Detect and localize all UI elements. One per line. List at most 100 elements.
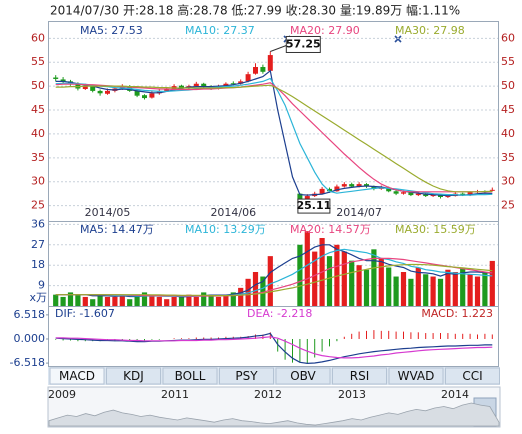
x-tick-label: 2014/07 <box>336 206 382 219</box>
tab[interactable] <box>162 367 218 385</box>
legend-entry: MA5: 27.53 <box>80 24 143 37</box>
candle-body <box>334 186 340 192</box>
y-tick-label-right: 50 <box>501 79 515 92</box>
volume-bar <box>334 244 340 306</box>
candle-body <box>142 95 147 99</box>
volume-bar <box>378 258 384 306</box>
candle-body <box>119 86 125 89</box>
volume-bar <box>341 251 347 306</box>
volume-bar <box>408 278 414 306</box>
tab[interactable] <box>106 367 161 385</box>
candle-body <box>82 86 88 89</box>
navigator-year: 2012 <box>254 388 282 401</box>
ma-line <box>55 244 493 298</box>
volume-bar <box>460 267 466 306</box>
y-tick-label: 18 <box>31 258 45 271</box>
volume-bar <box>267 256 273 306</box>
tab-label[interactable]: KDJ <box>123 369 144 383</box>
tab-label[interactable]: PSY <box>235 369 258 383</box>
candle-body <box>393 191 399 194</box>
volume-bar <box>415 267 421 306</box>
candle-body <box>319 188 325 194</box>
volume-bar <box>215 296 222 306</box>
volume-bar <box>164 299 170 306</box>
volume-bar <box>149 294 155 306</box>
tab[interactable] <box>275 367 331 385</box>
volume-bar <box>156 296 162 306</box>
annotation-box <box>285 35 321 53</box>
legend-entry: MA30: 15.59万 <box>395 223 476 236</box>
volume-bar <box>230 292 236 306</box>
volume-bar <box>67 292 74 306</box>
tab[interactable] <box>388 367 444 385</box>
volume-bar <box>349 260 355 306</box>
tab-label[interactable]: WVAD <box>398 369 435 383</box>
candle-body <box>260 67 266 72</box>
candle-body <box>97 90 103 94</box>
candle-body <box>341 184 347 187</box>
tab-label[interactable]: OBV <box>290 369 316 383</box>
volume-bar <box>297 244 303 306</box>
candle-body <box>327 188 332 192</box>
tab[interactable] <box>219 367 274 385</box>
candle-body <box>438 194 443 198</box>
candle-body <box>297 193 303 200</box>
volume-bar <box>356 265 362 306</box>
volume-bar <box>238 287 244 306</box>
candle-body <box>267 55 273 71</box>
volume-bar <box>127 299 133 306</box>
candle-body <box>90 85 96 91</box>
unit-label: x万 <box>29 291 47 304</box>
volume-bar <box>393 276 399 306</box>
candle-body <box>423 193 429 197</box>
annotation: 25.11 <box>297 199 332 212</box>
volume-bar <box>423 274 429 306</box>
navigator-area <box>48 402 500 427</box>
volume-bar <box>97 294 103 306</box>
tab-label[interactable]: BOLL <box>175 369 206 383</box>
ma-line <box>55 84 493 193</box>
candle-body <box>445 196 451 198</box>
candle-body <box>245 74 251 82</box>
candle-body <box>349 184 355 187</box>
y-tick-label-right: 45 <box>501 103 515 116</box>
volume-bar <box>304 231 310 306</box>
tab[interactable] <box>332 367 387 385</box>
navigator-year: 2013 <box>338 388 366 401</box>
candle-body <box>253 67 258 74</box>
legend-entry: MA10: 13.29万 <box>185 223 266 236</box>
volume-bar <box>208 294 214 306</box>
annotation-leader <box>270 45 287 52</box>
legend-entry: MA30: 27.98 <box>395 24 465 37</box>
candle-body <box>415 193 421 196</box>
volume-bar <box>445 269 451 306</box>
y-tick-label: 36 <box>31 217 45 230</box>
volume-bar <box>104 296 111 306</box>
candle-body <box>60 79 66 82</box>
volume-bar <box>171 296 177 306</box>
x-tick-label: 2014/05 <box>85 206 131 219</box>
candle-body <box>238 81 244 84</box>
volume-bar <box>60 296 66 306</box>
tab[interactable] <box>49 367 105 385</box>
legend-entry: MA20: 27.90 <box>290 24 360 37</box>
legend-entry: DIF: -1.607 <box>55 307 115 320</box>
tab-label[interactable]: MACD <box>59 369 95 383</box>
ma-line <box>55 69 493 197</box>
tab-label[interactable]: CCI <box>462 369 482 383</box>
y-tick-label-right: 55 <box>501 55 515 68</box>
y-tick-label-right: 30 <box>501 175 515 188</box>
legend-entry: MA20: 14.57万 <box>290 223 371 236</box>
y-tick-label-right: 35 <box>501 151 515 164</box>
tab[interactable] <box>445 367 500 385</box>
y-tick-label: 55 <box>31 55 45 68</box>
y-tick-label: 30 <box>31 175 45 188</box>
y-tick-label: 9 <box>38 279 45 292</box>
tab-label[interactable]: RSI <box>350 369 370 383</box>
volume-bar <box>112 296 118 306</box>
volume-bar <box>452 272 458 306</box>
y-tick-label: 6.518 <box>14 308 46 321</box>
x-tick-label: 2014/06 <box>210 206 256 219</box>
navigator-year: 2009 <box>48 388 76 401</box>
header-quote: 2014/07/30 开:28.18 高:28.78 低:27.99 收:28.… <box>50 3 460 18</box>
